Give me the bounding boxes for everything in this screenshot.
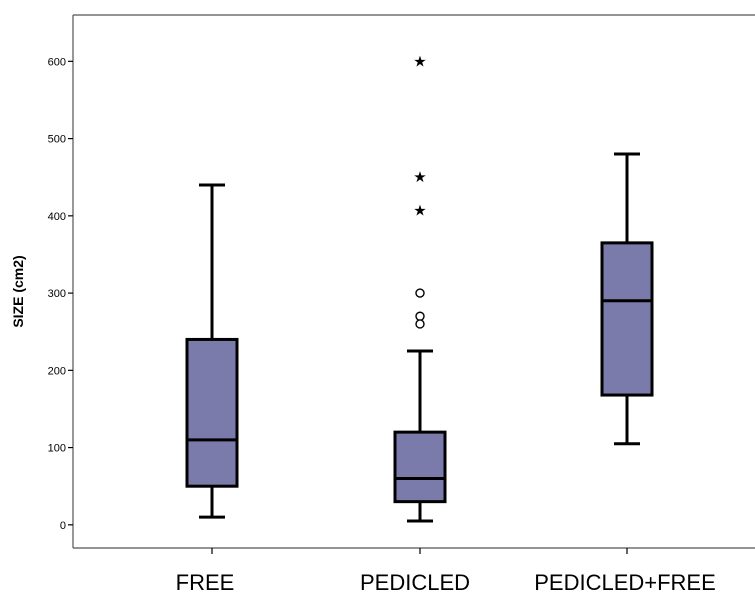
y-axis-title: SIZE (cm2) xyxy=(10,255,26,327)
iqr-box xyxy=(602,243,652,395)
y-tick-label: 200 xyxy=(48,365,66,377)
extreme-point: ★ xyxy=(413,168,426,186)
iqr-box xyxy=(395,432,445,502)
x-tick-label: PEDICLED+FREE xyxy=(534,570,716,592)
y-tick-label: 0 xyxy=(60,520,66,532)
box-group-pedicled: ★ ★ ★ xyxy=(395,52,445,521)
outlier-point xyxy=(416,320,424,328)
outlier-point xyxy=(416,289,424,297)
iqr-box xyxy=(187,339,237,486)
extreme-point: ★ xyxy=(413,201,426,219)
y-tick-label: 100 xyxy=(48,443,66,455)
y-tick-label: 600 xyxy=(48,56,66,68)
extreme-point: ★ xyxy=(413,52,426,70)
y-tick-label: 400 xyxy=(48,211,66,223)
outlier-point xyxy=(416,312,424,320)
box-group-pedicled-free xyxy=(602,154,652,444)
x-tick-label: FREE xyxy=(176,570,235,592)
y-tick-label: 300 xyxy=(48,288,66,300)
box-plot-series: ★ ★ ★ xyxy=(187,52,652,521)
x-tick-label: PEDICLED xyxy=(360,570,470,592)
box-group-free xyxy=(187,185,237,517)
y-tick-label: 500 xyxy=(48,134,66,146)
x-axis: FREE PEDICLED PEDICLED+FREE xyxy=(73,548,755,592)
